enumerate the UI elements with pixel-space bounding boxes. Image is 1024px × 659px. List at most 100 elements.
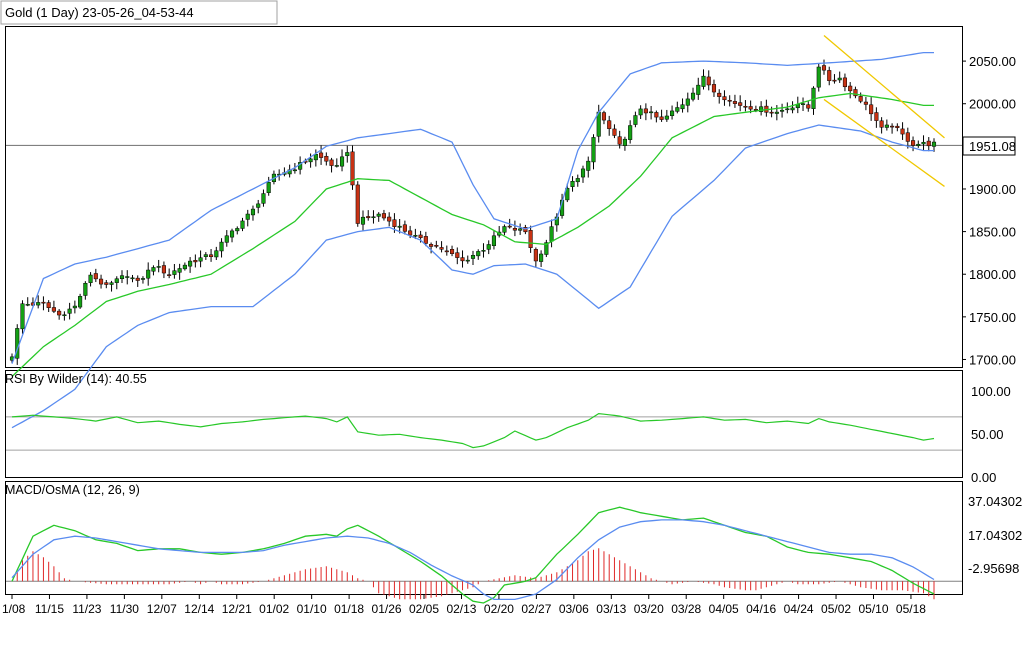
candle-body xyxy=(224,235,229,243)
candle-body xyxy=(214,250,219,258)
candle-body xyxy=(313,154,318,161)
price-plot xyxy=(9,35,945,429)
x-tick-label: 02/13 xyxy=(446,602,476,616)
candle-body xyxy=(827,70,832,81)
candle-body xyxy=(350,151,355,186)
candle-body xyxy=(759,106,764,112)
candle-body xyxy=(366,216,371,219)
candle-body xyxy=(890,125,895,128)
candle-body xyxy=(119,275,125,280)
candle-body xyxy=(256,203,261,208)
macd-signal-line xyxy=(11,519,935,601)
candle-body xyxy=(533,249,538,262)
candle-body xyxy=(518,228,523,231)
candle-body xyxy=(544,242,549,255)
x-tick-label: 05/18 xyxy=(896,602,926,616)
price-tick-label: 2050.00 xyxy=(969,54,1016,69)
candle-body xyxy=(753,109,758,111)
candle-body xyxy=(664,115,669,120)
candle-body xyxy=(507,225,512,228)
x-tick-label: 12/21 xyxy=(222,602,252,616)
candle-body xyxy=(41,301,46,304)
candle-body xyxy=(140,278,146,280)
x-tick-label: 02/05 xyxy=(409,602,439,616)
x-tick-label: 01/18 xyxy=(334,602,364,616)
candle-body xyxy=(413,235,418,237)
candle-body xyxy=(324,155,329,162)
candle-body xyxy=(549,226,554,242)
candle-body xyxy=(774,111,779,114)
x-tick-label: 11/23 xyxy=(72,602,101,616)
macd-plot xyxy=(11,506,935,604)
candle-body xyxy=(486,244,491,250)
candle-body xyxy=(292,169,297,172)
candle-body xyxy=(738,102,743,106)
x-tick-label: 12/14 xyxy=(184,602,214,616)
x-tick-label: 05/10 xyxy=(858,602,888,616)
price-tick-label: 1750.00 xyxy=(969,310,1016,325)
rsi-tick-100: 100.00 xyxy=(971,384,1011,399)
axis-labels: 2050.002000.001950.001900.001850.001800.… xyxy=(2,54,1016,616)
candle-body xyxy=(580,168,586,178)
candle-body xyxy=(209,254,214,258)
candle-body xyxy=(874,112,879,121)
candle-body xyxy=(821,65,827,71)
candle-body xyxy=(638,108,643,116)
candle-body xyxy=(245,213,250,220)
candle-body xyxy=(334,165,339,167)
candle-body xyxy=(800,103,806,105)
candle-body xyxy=(429,244,434,247)
candle-body xyxy=(879,120,884,128)
candle-body xyxy=(193,260,198,263)
candle-body xyxy=(769,111,774,114)
candle-body xyxy=(895,125,900,129)
candle-body xyxy=(439,247,444,250)
candle-body xyxy=(161,265,166,274)
candle-body xyxy=(135,277,140,281)
candle-body xyxy=(339,156,345,167)
candle-body xyxy=(460,257,465,262)
candle-body xyxy=(319,152,324,158)
candle-body xyxy=(910,140,916,146)
candle-body xyxy=(130,277,135,280)
candle-body xyxy=(188,260,193,267)
candle-body xyxy=(449,249,455,254)
price-tick-label: 1900.00 xyxy=(969,182,1016,197)
candle-body xyxy=(125,276,130,278)
candle-body xyxy=(83,282,88,296)
x-tick-label: 11/30 xyxy=(110,602,139,616)
candle-body xyxy=(172,270,177,275)
candle-body xyxy=(690,92,696,100)
price-tick-label: 1800.00 xyxy=(969,267,1016,282)
current-price-tag xyxy=(962,136,1016,156)
candle-body xyxy=(837,77,842,81)
candle-body xyxy=(575,178,580,183)
candle-body xyxy=(853,89,858,97)
channel-lower-line xyxy=(823,98,945,187)
candle-body xyxy=(921,141,926,145)
candle-body xyxy=(680,104,685,110)
candle-body xyxy=(842,77,847,88)
rsi-title: RSI By Wilder (14): 40.55 xyxy=(5,372,147,386)
candle-body xyxy=(706,76,711,86)
candle-body xyxy=(261,193,266,204)
x-tick-label: 12/07 xyxy=(147,602,177,616)
macd-tick-17: 17.04302 xyxy=(968,528,1022,543)
price-tick-label: 2000.00 xyxy=(969,97,1016,112)
candle-body xyxy=(62,314,67,317)
candle-body xyxy=(900,128,905,135)
candle-body xyxy=(481,250,486,252)
candle-body xyxy=(20,303,25,330)
macd-tick-37: 37.04302 xyxy=(968,494,1022,509)
x-tick-label: 02/27 xyxy=(521,602,551,616)
candle-body xyxy=(387,216,392,222)
x-tick-label: 04/05 xyxy=(709,602,739,616)
x-tick-label: 03/28 xyxy=(671,602,701,616)
candle-body xyxy=(46,302,51,308)
candle-body xyxy=(790,107,795,111)
price-panel-frame xyxy=(5,26,963,368)
candle-body xyxy=(72,305,77,309)
candle-body xyxy=(67,308,72,314)
candle-body xyxy=(36,302,41,306)
